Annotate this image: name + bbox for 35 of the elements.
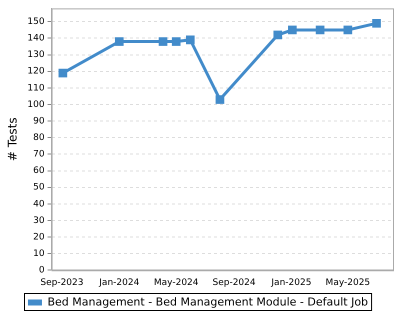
x-tick-label: Sep-2024 [212, 278, 256, 288]
point [372, 18, 381, 28]
y-tick-label: 130 [27, 50, 45, 60]
y-tick-label: 150 [27, 17, 45, 27]
x-tick-label: Jan-2025 [270, 278, 312, 288]
y-tick-label: 110 [27, 83, 45, 94]
point [186, 36, 195, 44]
y-tick-label: 50 [33, 182, 45, 193]
y-tick-label: 90 [33, 116, 45, 126]
y-tick-label: 10 [33, 248, 45, 259]
point [316, 26, 324, 34]
point [344, 26, 352, 34]
y-tick-label: 100 [27, 100, 45, 110]
x-tick-label: May-2024 [154, 278, 199, 288]
point [288, 26, 297, 34]
x-tick-label: May-2025 [326, 278, 370, 288]
y-tick-label: 0 [38, 266, 45, 276]
point [114, 37, 124, 46]
point [172, 37, 181, 46]
point [216, 95, 224, 104]
point [273, 30, 282, 40]
point [158, 37, 168, 46]
y-tick-label: 30 [33, 216, 45, 226]
y-axis-title: # Tests [5, 117, 20, 162]
y-tick-label: 40 [33, 199, 45, 210]
y-tick-label: 70 [33, 150, 45, 160]
x-tick-label: Sep-2023 [40, 278, 84, 288]
point [58, 68, 68, 78]
x-tick-label: Jan-2024 [98, 278, 140, 288]
y-tick-label: 20 [33, 232, 45, 242]
y-tick-label: 80 [33, 132, 45, 143]
y-tick-label: 60 [33, 166, 45, 176]
legend-label: Bed Management - Bed Management Module - Default Job [47, 295, 368, 308]
y-tick-label: 140 [27, 34, 45, 44]
y-tick-label: 120 [27, 66, 45, 77]
